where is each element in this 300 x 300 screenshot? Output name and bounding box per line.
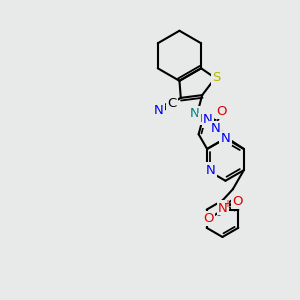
- Text: -: -: [216, 210, 220, 220]
- Text: O: O: [204, 212, 214, 225]
- Text: O: O: [232, 195, 242, 208]
- Text: N: N: [206, 164, 215, 177]
- Text: N: N: [211, 122, 220, 136]
- Text: +: +: [223, 199, 231, 209]
- Text: N: N: [154, 104, 164, 117]
- Text: N: N: [190, 107, 200, 120]
- Text: O: O: [217, 105, 227, 118]
- Text: N: N: [203, 113, 213, 126]
- Text: N: N: [220, 132, 230, 145]
- Text: S: S: [212, 71, 221, 85]
- Text: N: N: [218, 202, 228, 214]
- Text: H: H: [200, 114, 208, 124]
- Text: C: C: [167, 97, 176, 110]
